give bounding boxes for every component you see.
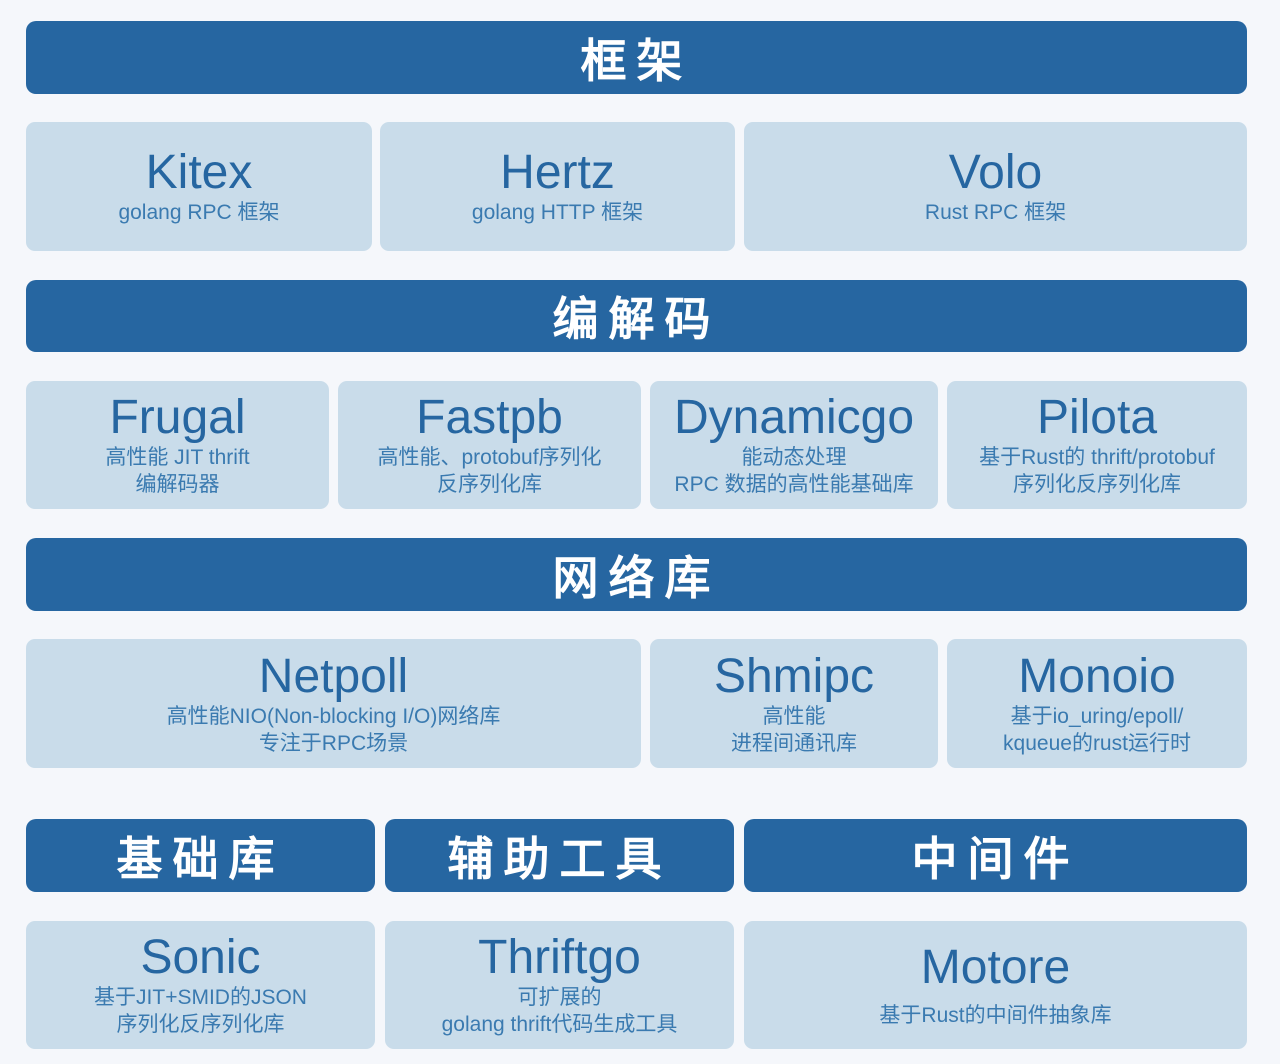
card-sonic: Sonic 基于JIT+SMID的JSON 序列化反序列化库 — [26, 921, 375, 1049]
card-title: Fastpb — [416, 391, 563, 444]
card-title: Netpoll — [258, 649, 409, 703]
card-fastpb: Fastpb 高性能、protobuf序列化 反序列化库 — [338, 381, 641, 509]
header-network: 网络库 — [26, 538, 1247, 611]
card-hertz: Hertz golang HTTP 框架 — [380, 122, 735, 251]
card-desc: 高性能 进程间通讯库 — [731, 704, 857, 755]
card-kitex: Kitex golang RPC 框架 — [26, 122, 372, 251]
card-title: Dynamicgo — [673, 391, 915, 444]
card-title: Sonic — [140, 931, 261, 984]
card-desc: 基于Rust的中间件抽象库 — [879, 1003, 1112, 1027]
card-volo: Volo Rust RPC 框架 — [744, 122, 1247, 251]
card-pilota: Pilota 基于Rust的 thrift/protobuf 序列化反序列化库 — [947, 381, 1247, 509]
card-desc: 基于JIT+SMID的JSON 序列化反序列化库 — [94, 986, 307, 1036]
header-middleware: 中间件 — [744, 819, 1247, 892]
card-desc: 高性能 JIT thrift 编解码器 — [105, 446, 250, 496]
card-title: Kitex — [145, 146, 253, 199]
card-title: Pilota — [1036, 391, 1158, 444]
card-title: Monoio — [1018, 649, 1176, 703]
card-desc: golang HTTP 框架 — [471, 201, 644, 224]
card-title: Hertz — [500, 146, 615, 199]
card-dynamicgo: Dynamicgo 能动态处理 RPC 数据的高性能基础库 — [650, 381, 938, 509]
header-tools: 辅助工具 — [385, 819, 734, 892]
card-frugal: Frugal 高性能 JIT thrift 编解码器 — [26, 381, 329, 509]
card-title: Thriftgo — [478, 931, 641, 984]
header-framework: 框架 — [26, 21, 1247, 94]
card-motore: Motore 基于Rust的中间件抽象库 — [744, 921, 1247, 1049]
card-desc: 可扩展的 golang thrift代码生成工具 — [441, 986, 678, 1036]
card-desc: Rust RPC 框架 — [924, 201, 1067, 224]
card-netpoll: Netpoll 高性能NIO(Non-blocking I/O)网络库 专注于RP… — [26, 639, 641, 768]
card-desc: 基于Rust的 thrift/protobuf 序列化反序列化库 — [979, 446, 1215, 496]
card-desc: 高性能NIO(Non-blocking I/O)网络库 专注于RPC场景 — [166, 704, 501, 755]
card-title: Motore — [920, 940, 1071, 994]
card-thriftgo: Thriftgo 可扩展的 golang thrift代码生成工具 — [385, 921, 734, 1049]
card-desc: 能动态处理 RPC 数据的高性能基础库 — [674, 446, 914, 496]
card-desc: 基于io_uring/epoll/ kqueue的rust运行时 — [1003, 704, 1191, 755]
card-title: Frugal — [109, 391, 246, 444]
card-title: Volo — [948, 146, 1043, 199]
header-codec: 编解码 — [26, 280, 1247, 352]
card-desc: golang RPC 框架 — [118, 201, 280, 224]
card-title: Shmipc — [713, 649, 875, 703]
card-monoio: Monoio 基于io_uring/epoll/ kqueue的rust运行时 — [947, 639, 1247, 768]
card-shmipc: Shmipc 高性能 进程间通讯库 — [650, 639, 938, 768]
header-base: 基础库 — [26, 819, 375, 892]
card-desc: 高性能、protobuf序列化 反序列化库 — [377, 446, 602, 496]
